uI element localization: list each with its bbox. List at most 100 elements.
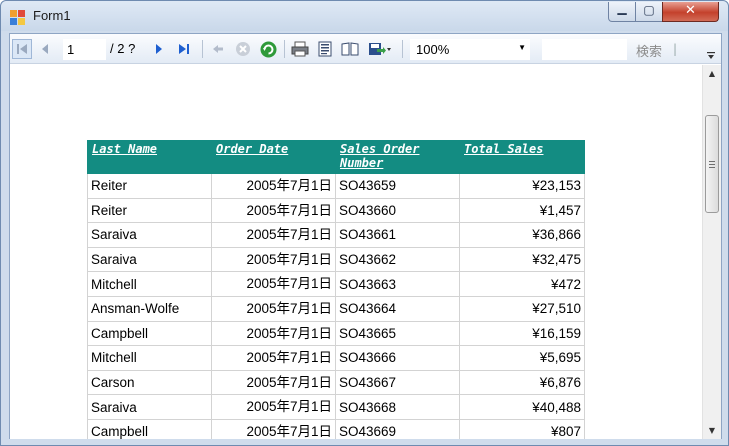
maximize-icon: ▢ xyxy=(643,3,655,17)
table-row: Campbell 2005年7月1日 SO43665 ¥16,159 xyxy=(87,320,585,347)
window-title: Form1 xyxy=(33,8,71,23)
last-name-cell: Saraiva xyxy=(87,246,212,273)
column-header-order-date[interactable]: Order Date xyxy=(211,140,336,174)
first-page-icon xyxy=(17,44,27,54)
order-date-cell: 2005年7月1日 xyxy=(211,320,336,347)
report-toolbar: / 2 ? xyxy=(10,34,721,64)
report-canvas[interactable]: Last Name Order Date Sales Order Number … xyxy=(10,65,702,439)
grip-line xyxy=(709,161,715,162)
order-date-cell: 2005年7月1日 xyxy=(211,222,336,248)
sales-order-cell: SO43661 xyxy=(335,222,460,248)
order-date-cell: 2005年7月1日 xyxy=(211,197,336,224)
toolbar-separator xyxy=(402,40,403,58)
last-name-cell: Saraiva xyxy=(87,222,212,248)
last-page-icon xyxy=(179,44,189,54)
previous-page-button[interactable] xyxy=(36,39,54,59)
next-page-button[interactable] xyxy=(150,39,168,59)
zoom-value: 100% xyxy=(416,42,450,57)
table-row: Reiter 2005年7月1日 SO43659 ¥23,153 xyxy=(87,173,585,199)
title-bar[interactable]: Form1 ▁ ▢ ✕ xyxy=(1,1,728,31)
previous-page-icon xyxy=(42,44,48,54)
toolbar-overflow-icon[interactable] xyxy=(706,51,716,61)
close-button[interactable]: ✕ xyxy=(662,2,719,22)
total-sales-cell: ¥16,159 xyxy=(459,320,585,347)
back-icon xyxy=(213,45,223,53)
vertical-scrollbar[interactable]: ▲ ▼ xyxy=(702,65,721,439)
last-name-cell: Carson xyxy=(87,369,212,396)
column-header-sales-order-number[interactable]: Sales Order Number xyxy=(335,140,460,174)
table-header-row: Last Name Order Date Sales Order Number … xyxy=(87,140,585,174)
total-sales-cell: ¥23,153 xyxy=(459,173,585,199)
refresh-icon xyxy=(260,41,276,57)
sales-order-cell: SO43666 xyxy=(335,345,460,371)
export-icon xyxy=(369,43,391,55)
last-name-cell: Reiter xyxy=(87,197,212,224)
chevron-down-icon: ▼ xyxy=(518,43,526,52)
scroll-down-icon[interactable]: ▼ xyxy=(708,426,716,435)
total-sales-cell: ¥807 xyxy=(459,418,585,439)
table-row: Reiter 2005年7月1日 SO43660 ¥1,457 xyxy=(87,197,585,224)
page-number-input[interactable] xyxy=(63,39,106,60)
zoom-select[interactable]: 100% ▼ xyxy=(410,39,530,60)
scroll-up-icon[interactable]: ▲ xyxy=(708,69,716,78)
table-row: Carson 2005年7月1日 SO43667 ¥6,876 xyxy=(87,369,585,396)
toolbar-separator xyxy=(202,40,203,58)
order-date-cell: 2005年7月1日 xyxy=(211,369,336,396)
sales-order-cell: SO43667 xyxy=(335,369,460,396)
total-sales-cell: ¥1,457 xyxy=(459,197,585,224)
last-name-cell: Ansman-Wolfe xyxy=(87,295,212,322)
export-button[interactable] xyxy=(366,39,394,59)
total-sales-cell: ¥6,876 xyxy=(459,369,585,396)
print-button[interactable] xyxy=(290,39,310,59)
search-input[interactable] xyxy=(542,39,627,60)
sales-order-cell: SO43668 xyxy=(335,394,460,420)
report-viewer: / 2 ? xyxy=(9,33,722,439)
order-date-cell: 2005年7月1日 xyxy=(211,271,336,297)
last-page-button[interactable] xyxy=(174,39,194,59)
order-date-cell: 2005年7月1日 xyxy=(211,173,336,199)
close-icon: ✕ xyxy=(685,3,696,18)
order-date-cell: 2005年7月1日 xyxy=(211,295,336,322)
page-setup-icon xyxy=(341,42,359,56)
table-row: Campbell 2005年7月1日 SO43669 ¥807 xyxy=(87,418,585,439)
sales-order-cell: SO43665 xyxy=(335,320,460,347)
column-header-total-sales[interactable]: Total Sales xyxy=(459,140,585,174)
order-date-cell: 2005年7月1日 xyxy=(211,345,336,371)
print-icon xyxy=(291,41,309,57)
page-total: / 2 ? xyxy=(110,41,136,56)
order-date-cell: 2005年7月1日 xyxy=(211,246,336,273)
stop-button[interactable] xyxy=(233,39,253,59)
maximize-button[interactable]: ▢ xyxy=(635,2,663,22)
total-sales-cell: ¥27,510 xyxy=(459,295,585,322)
table-row: Saraiva 2005年7月1日 SO43662 ¥32,475 xyxy=(87,246,585,273)
table-row: Mitchell 2005年7月1日 SO43663 ¥472 xyxy=(87,271,585,297)
order-date-cell: 2005年7月1日 xyxy=(211,418,336,439)
refresh-button[interactable] xyxy=(258,39,278,59)
last-name-cell: Campbell xyxy=(87,418,212,439)
total-sales-cell: ¥472 xyxy=(459,271,585,297)
first-page-button[interactable] xyxy=(12,39,32,59)
app-icon xyxy=(10,10,26,26)
scroll-thumb[interactable] xyxy=(705,115,719,213)
last-name-cell: Mitchell xyxy=(87,345,212,371)
sales-order-cell: SO43664 xyxy=(335,295,460,322)
page-setup-button[interactable] xyxy=(340,39,360,59)
total-sales-cell: ¥40,488 xyxy=(459,394,585,420)
total-sales-cell: ¥36,866 xyxy=(459,222,585,248)
back-button[interactable] xyxy=(208,39,228,59)
column-header-last-name[interactable]: Last Name xyxy=(87,140,212,174)
table-row: Ansman-Wolfe 2005年7月1日 SO43664 ¥27,510 xyxy=(87,295,585,322)
total-sales-cell: ¥5,695 xyxy=(459,345,585,371)
sales-table: Last Name Order Date Sales Order Number … xyxy=(87,140,585,439)
last-name-cell: Saraiva xyxy=(87,394,212,420)
last-name-cell: Mitchell xyxy=(87,271,212,297)
stop-icon xyxy=(236,42,250,56)
grip-line xyxy=(709,167,715,168)
find-button[interactable]: 検索 xyxy=(636,45,663,60)
print-layout-button[interactable] xyxy=(315,39,335,59)
sales-order-cell: SO43659 xyxy=(335,173,460,199)
print-layout-icon xyxy=(318,41,332,57)
minimize-button[interactable]: ▁ xyxy=(608,1,636,22)
last-name-cell: Campbell xyxy=(87,320,212,347)
